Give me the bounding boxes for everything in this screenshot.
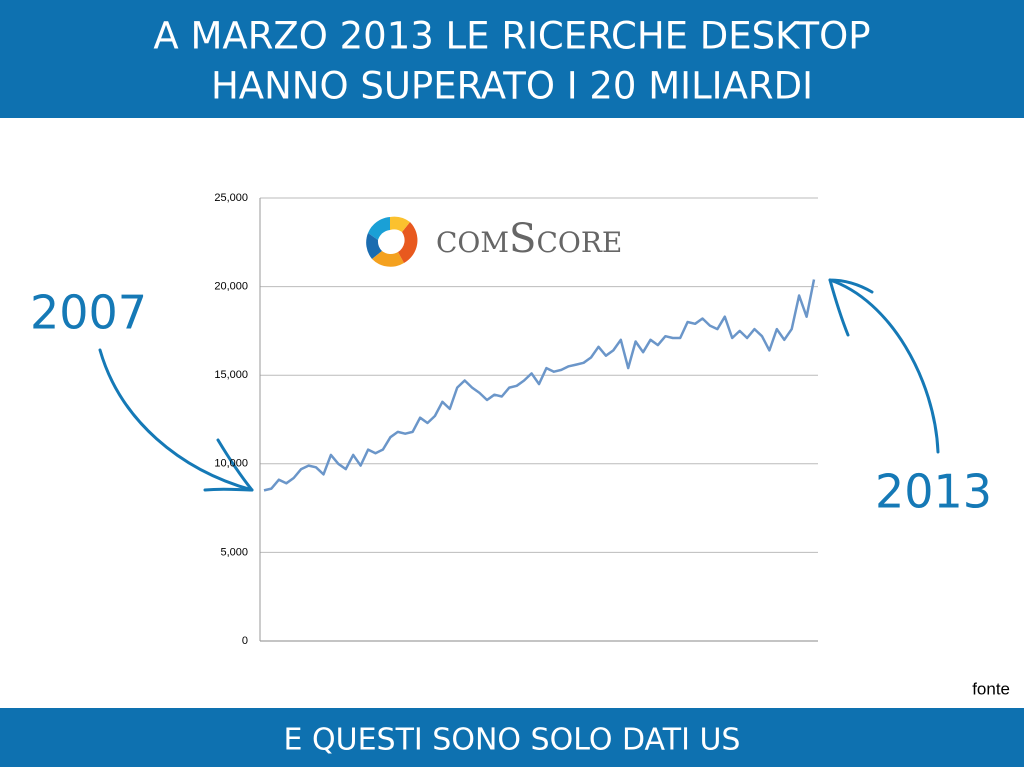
arrow-head — [828, 278, 874, 337]
data-line — [263, 279, 816, 492]
footer-text: E QUESTI SONO SOLO DATI US — [284, 723, 741, 758]
plot: 0 5,000 10,000 15,000 20,000 25,000 — [214, 192, 818, 647]
arrow-head — [203, 438, 254, 492]
footer-band — [0, 708, 1024, 767]
y-tick-label: 20,000 — [214, 281, 248, 293]
year-label: 2007 — [30, 286, 147, 340]
title-line: A MARZO 2013 LE RICERCHE DESKTOP — [153, 15, 870, 58]
logo: comScore — [366, 216, 622, 267]
title-line: HANNO SUPERATO I 20 MILIARDI — [211, 65, 813, 108]
year-label: 2013 — [875, 465, 992, 519]
header-band — [0, 0, 1024, 118]
arrow — [828, 278, 940, 454]
y-tick-label: 15,000 — [214, 369, 248, 381]
y-tick-label: 5,000 — [220, 546, 248, 558]
arrow — [98, 348, 254, 492]
y-tick-label: 10,000 — [214, 458, 248, 470]
y-tick-label: 25,000 — [214, 192, 248, 204]
y-tick-label: 0 — [242, 635, 248, 647]
logo-text: comScore — [436, 216, 622, 262]
source-text: fonte — [972, 679, 1010, 698]
